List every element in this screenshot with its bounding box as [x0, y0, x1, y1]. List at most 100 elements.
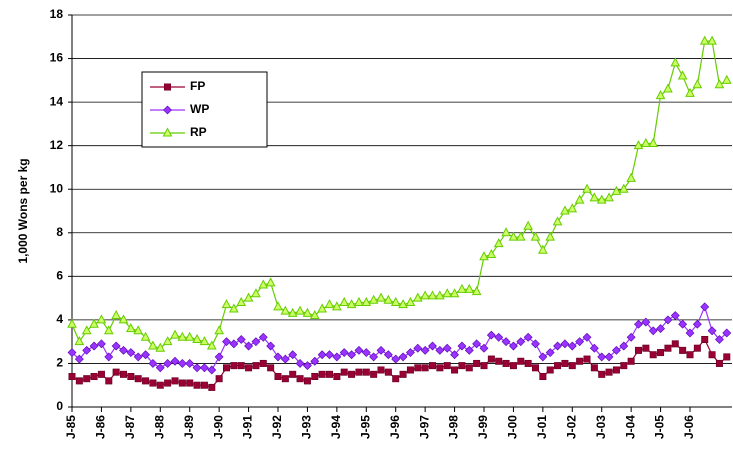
point [545, 231, 556, 241]
point [539, 373, 547, 381]
point [266, 341, 276, 351]
point [596, 194, 607, 204]
point [332, 301, 342, 311]
point [303, 361, 312, 371]
point [223, 364, 231, 372]
point [605, 368, 613, 376]
point [162, 336, 173, 346]
point [245, 364, 253, 372]
point [479, 251, 489, 261]
point [568, 362, 576, 370]
y-tick-label: 16 [50, 51, 64, 65]
point [722, 328, 732, 338]
point [619, 341, 629, 351]
point [493, 238, 504, 248]
point [428, 341, 437, 351]
x-tick-label: J-98 [447, 415, 461, 439]
point [707, 326, 717, 336]
point [620, 362, 628, 370]
point [302, 307, 313, 317]
point [303, 377, 311, 385]
point [633, 140, 644, 150]
point [347, 350, 356, 360]
point [318, 370, 326, 378]
point [214, 352, 224, 362]
point [464, 283, 475, 293]
point [457, 283, 467, 293]
point [215, 375, 223, 383]
point [89, 341, 99, 351]
point [464, 345, 474, 355]
point [67, 348, 77, 357]
point [383, 294, 394, 304]
point [170, 356, 180, 366]
point [149, 379, 157, 387]
point [265, 277, 276, 287]
point [406, 366, 414, 374]
point [523, 332, 533, 342]
point [494, 332, 504, 342]
point [273, 352, 283, 362]
point [90, 373, 98, 381]
point [686, 351, 694, 359]
point [325, 370, 333, 378]
point [655, 90, 666, 100]
point [538, 352, 548, 362]
point [517, 357, 525, 365]
point [612, 345, 621, 355]
point [692, 79, 703, 89]
point [236, 296, 247, 306]
point [74, 354, 84, 364]
point [133, 325, 144, 335]
point [369, 352, 379, 362]
point [677, 70, 688, 80]
point [465, 364, 473, 372]
point [111, 309, 121, 320]
point [346, 299, 357, 309]
point [237, 362, 245, 370]
x-tick-label: J-91 [241, 415, 255, 439]
point [177, 359, 187, 368]
point [82, 345, 92, 355]
point [679, 346, 687, 354]
point [399, 370, 407, 378]
point [339, 296, 350, 306]
point [251, 337, 261, 347]
y-tick-label: 2 [56, 356, 63, 370]
point [685, 328, 695, 338]
point [140, 331, 151, 341]
point [355, 368, 363, 376]
point [354, 296, 364, 306]
point [597, 352, 607, 362]
point [184, 331, 195, 341]
point [516, 337, 526, 347]
point [148, 340, 158, 350]
point [656, 324, 665, 334]
point [634, 319, 643, 329]
point [546, 366, 554, 374]
point [170, 329, 180, 339]
point [221, 299, 232, 309]
point [442, 343, 452, 353]
y-tick-label: 14 [50, 94, 64, 108]
point [443, 362, 451, 370]
point [273, 301, 283, 311]
point [178, 379, 186, 387]
point [414, 364, 422, 372]
y-tick-label: 6 [56, 269, 63, 283]
x-tick-label: J-03 [594, 415, 608, 439]
x-tick-label: J-88 [152, 415, 166, 439]
point [229, 339, 239, 349]
point [560, 339, 570, 349]
point [612, 366, 620, 374]
legend-label: FP [190, 79, 205, 93]
x-tick-label: J-89 [182, 415, 196, 439]
x-tick-label: J-92 [270, 415, 284, 439]
point [458, 362, 466, 370]
point [678, 319, 688, 329]
x-tick-label: J-00 [506, 415, 520, 439]
point [604, 352, 614, 362]
point [560, 205, 570, 215]
x-tick-label: J-86 [94, 415, 108, 439]
x-tick-label: J-87 [123, 415, 137, 439]
